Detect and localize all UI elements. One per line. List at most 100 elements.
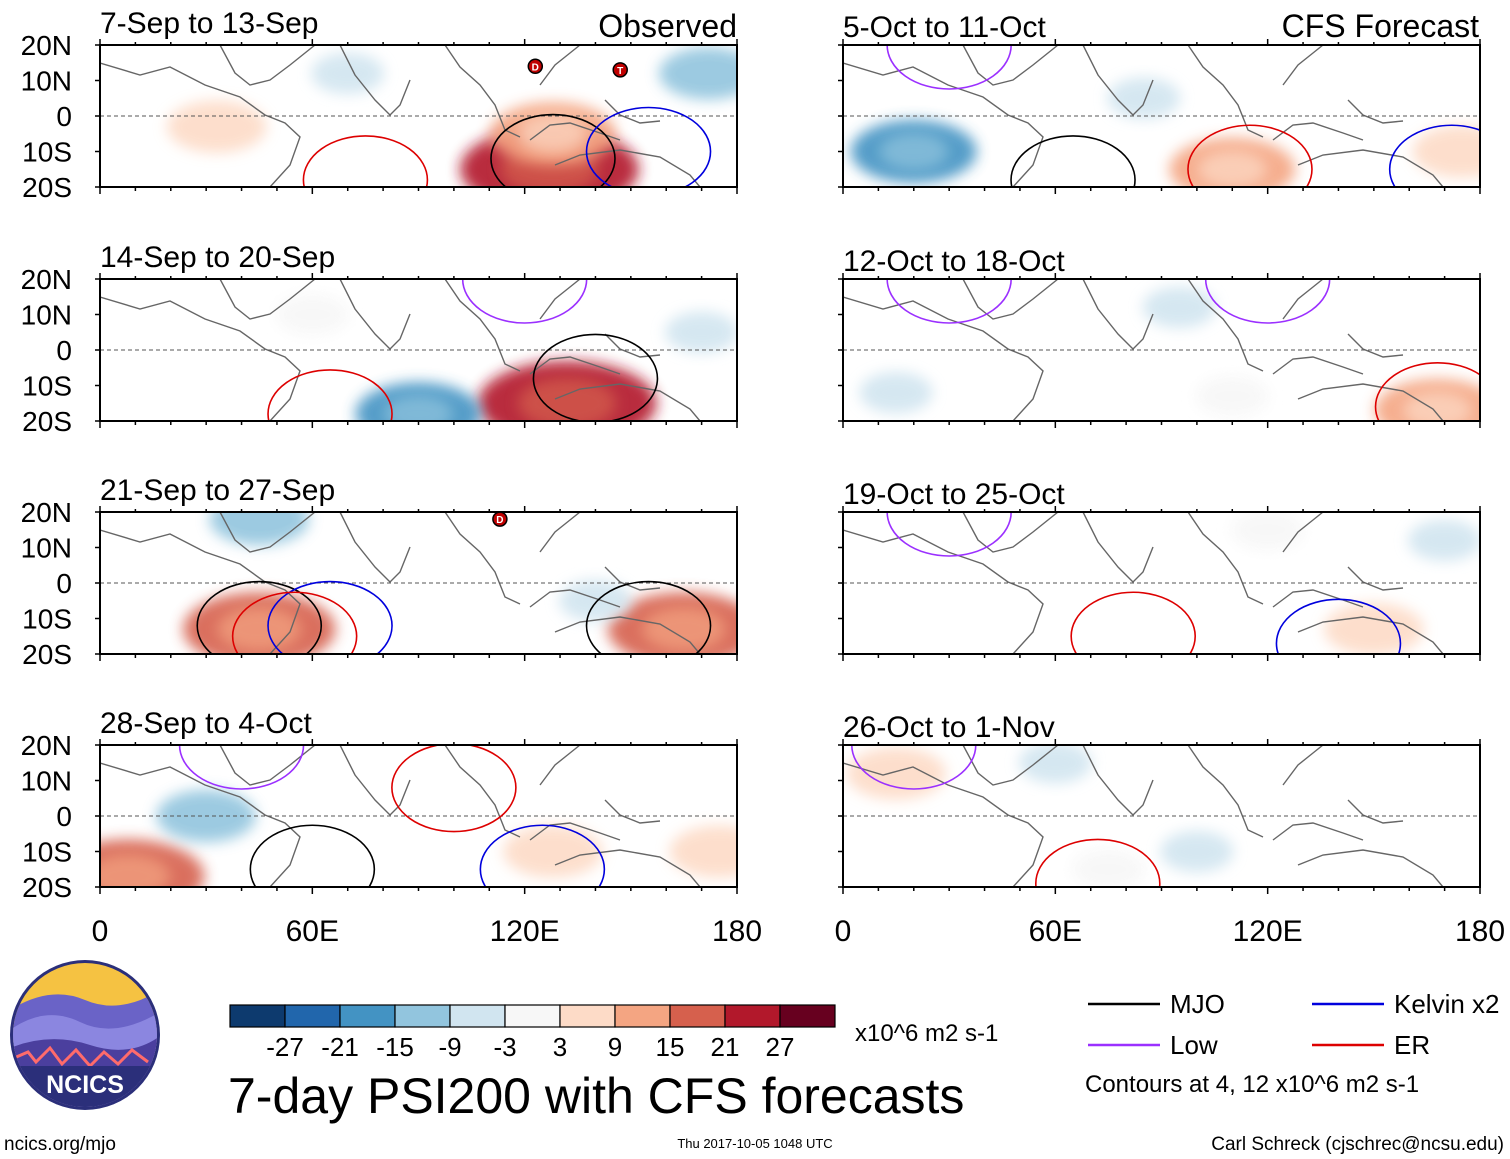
coastline <box>444 512 521 605</box>
panel-5: 5-Oct to 11-Oct <box>838 11 1481 194</box>
figure-title: 7-day PSI200 with CFS forecasts <box>228 1068 964 1124</box>
coastline <box>843 762 1044 887</box>
y-tick-label: 20S <box>22 172 72 203</box>
panel-label: 19-Oct to 25-Oct <box>843 478 1065 511</box>
footer-author: Carl Schreck (cjschrec@ncsu.edu) <box>1211 1134 1504 1155</box>
panel-label: 5-Oct to 11-Oct <box>843 11 1047 44</box>
colorbar-swatch <box>779 1004 836 1028</box>
anomaly-blob <box>669 825 737 878</box>
colorbar-label: 3 <box>553 1032 567 1062</box>
coastline <box>1282 45 1324 86</box>
panel-2: 14-Sep to 20-Sep 20N 10N 0 10S 20S <box>21 241 738 437</box>
colorbar-swatch <box>284 1004 341 1028</box>
panel-1: 7-Sep to 13-Sep 20N 10N 0 10S 20S <box>21 7 738 203</box>
coastline <box>1297 149 1444 187</box>
contour-low <box>886 512 1012 557</box>
panel-label: 21-Sep to 27-Sep <box>100 474 335 507</box>
observed-column-label: Observed <box>598 8 737 44</box>
footer-url[interactable]: ncics.org/mjo <box>4 1134 116 1155</box>
colorbar-label: -21 <box>321 1032 359 1062</box>
coastline <box>962 745 1059 786</box>
coastline <box>444 279 521 372</box>
contour-mjo <box>249 824 376 887</box>
colorbar-swatch <box>339 1004 396 1028</box>
contour-mjo <box>490 113 616 187</box>
colorbar-swatch <box>394 1004 451 1028</box>
contour-er <box>1035 838 1161 887</box>
coastline <box>539 512 581 553</box>
contour-mjo <box>532 333 659 421</box>
anomaly-core <box>642 607 726 652</box>
contour-note: Contours at 4, 12 x10^6 m2 s-1 <box>1085 1071 1419 1098</box>
coastline <box>219 512 316 553</box>
anomaly-blob <box>1195 375 1269 417</box>
anomaly-blob <box>1160 830 1234 873</box>
x-tick-label: 60E <box>1029 915 1082 948</box>
coastline <box>554 149 701 187</box>
contour-er <box>231 591 358 654</box>
contour-mjo <box>585 580 712 654</box>
contour-kelvin-x2 <box>585 106 712 187</box>
anomaly-blob <box>1412 125 1480 178</box>
colorbar-swatch <box>449 1004 506 1028</box>
coastline <box>962 512 1059 553</box>
coastline <box>1272 589 1364 608</box>
y-tick-label: 10S <box>22 371 72 402</box>
anomaly-core <box>1197 150 1267 187</box>
anomaly-blob <box>503 825 603 878</box>
anomaly-blob <box>846 747 946 800</box>
coastline <box>1082 745 1154 816</box>
coastline <box>1347 566 1404 591</box>
coastline <box>1272 356 1364 375</box>
x-tick-label: 60E <box>286 915 339 948</box>
coastline <box>339 745 411 816</box>
ncics-logo[interactable]: NCICS <box>10 960 160 1116</box>
colorbar-label: 21 <box>711 1032 740 1062</box>
panel-label: 28-Sep to 4-Oct <box>100 707 312 740</box>
anomaly-blob <box>166 100 267 153</box>
coastline <box>604 99 661 124</box>
coastline <box>1347 333 1404 358</box>
coastline <box>604 799 661 824</box>
coastline <box>1297 383 1444 421</box>
y-tick-label: 20S <box>22 406 72 437</box>
coastline <box>1082 279 1154 350</box>
y-tick-label: 10N <box>21 66 72 97</box>
colorbar-swatch <box>669 1004 726 1028</box>
panel-4: 28-Sep to 4-Oct 20N 10N 0 10S 20S <box>21 707 738 903</box>
colorbar-swatch <box>559 1004 616 1028</box>
y-tick-label: 20N <box>21 30 72 61</box>
anomaly-blob <box>1142 286 1216 329</box>
panel-7: 19-Oct to 25-Oct <box>838 478 1481 661</box>
contour-er <box>391 745 517 833</box>
y-tick-label: 0 <box>56 335 72 366</box>
storm-icon <box>612 62 628 78</box>
legend-kelvin-x2: Kelvin x2 <box>1312 989 1500 1019</box>
coastline <box>219 279 316 320</box>
anomaly-blob <box>558 580 633 622</box>
footer-timestamp: Thu 2017-10-05 1048 UTC <box>677 1136 832 1151</box>
contour-er <box>302 135 429 187</box>
coastline <box>219 745 316 786</box>
coastline <box>529 822 621 841</box>
coastline <box>539 745 581 786</box>
y-tick-label: 20S <box>22 639 72 670</box>
coastline <box>100 762 301 887</box>
coastline <box>962 279 1059 320</box>
coastline <box>554 849 701 887</box>
coastline <box>604 566 661 591</box>
contour-low <box>886 45 1012 90</box>
y-tick-label: 0 <box>56 101 72 132</box>
colorbar-label: -9 <box>438 1032 461 1062</box>
contour-low <box>178 745 305 790</box>
coastline <box>1187 279 1264 372</box>
panel-label: 26-Oct to 1-Nov <box>843 711 1055 744</box>
anomaly-blob <box>275 293 349 336</box>
legend-er: ER <box>1312 1030 1430 1060</box>
anomaly-blob <box>1324 603 1424 654</box>
y-tick-label: 20N <box>21 730 72 761</box>
contour-low <box>1204 279 1331 324</box>
y-tick-label: 20S <box>22 872 72 903</box>
colorbar-label: 15 <box>656 1032 685 1062</box>
